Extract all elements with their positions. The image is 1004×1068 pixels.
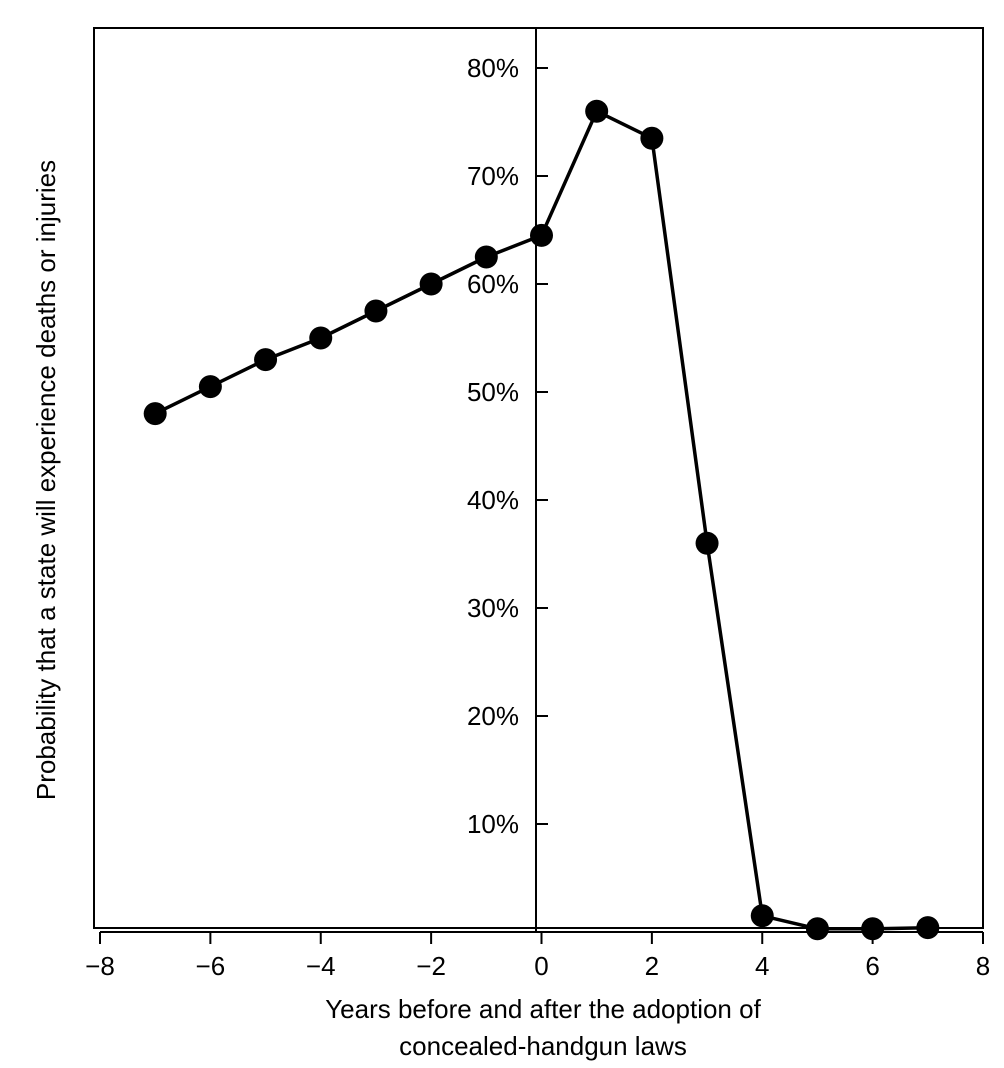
data-point [143,402,167,426]
y-tick-label: 30% [467,593,519,623]
x-axis-title-line2: concealed-handgun laws [399,1031,687,1061]
x-tick-label: 0 [534,951,548,981]
series-group [143,99,940,941]
data-point [530,223,553,247]
data-point [805,917,829,941]
x-tick-label: 6 [865,951,879,981]
data-point [198,375,222,399]
x-ticks: −8 −6 −4 −2 0 2 4 6 8 [85,932,990,981]
x-axis-title-line1: Years before and after the adoption of [325,994,761,1024]
y-tick-label: 50% [467,377,519,407]
data-point [309,326,333,350]
x-tick-label: 8 [976,951,990,981]
y-tick-label: 80% [467,53,519,83]
y-tick-label: 60% [467,269,519,299]
y-tick-label: 10% [467,809,519,839]
data-point [750,904,774,928]
y-tick-label: 40% [467,485,519,515]
data-point [861,917,885,941]
x-tick-label: −2 [416,951,446,981]
plot-frame [93,27,984,929]
data-point [419,272,443,296]
data-point [364,299,388,323]
x-tick-label: −6 [196,951,226,981]
data-point [474,245,498,269]
y-axis-title: Probability that a state will experience… [31,160,61,800]
data-point [916,916,940,940]
data-point [695,531,719,555]
x-tick-label: 4 [755,951,769,981]
data-point [640,126,664,150]
y-ticks: 10% 20% 30% 40% 50% 60% 70% 80% [467,53,548,839]
x-tick-label: 2 [645,951,659,981]
data-point [254,348,278,372]
x-tick-label: −4 [306,951,336,981]
data-point [585,99,609,123]
x-tick-label: −8 [85,951,115,981]
y-tick-label: 70% [467,161,519,191]
y-tick-label: 20% [467,701,519,731]
